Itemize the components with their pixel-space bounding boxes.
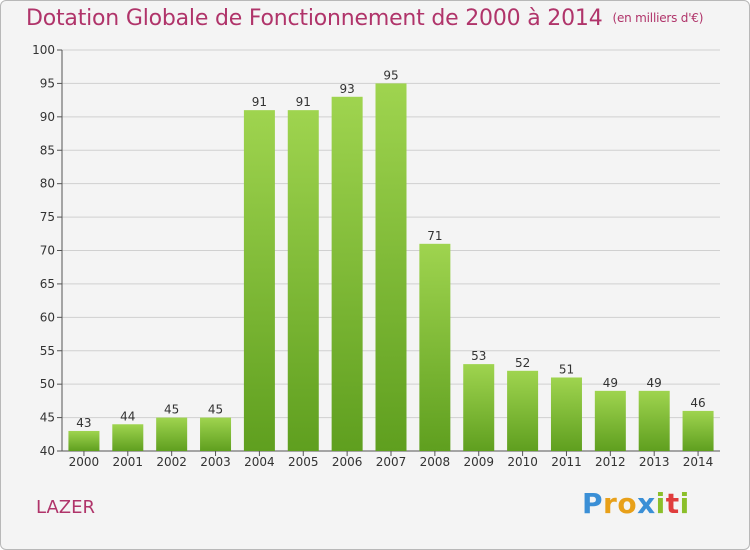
bar: [156, 417, 188, 451]
logo-letter: i: [679, 487, 690, 520]
data-label: 45: [164, 403, 179, 417]
data-label: 46: [690, 396, 705, 410]
bar: [638, 390, 670, 451]
x-tick-label: 2009: [463, 455, 494, 469]
bar: [463, 364, 495, 451]
bar: [682, 410, 714, 451]
bar: [550, 377, 582, 451]
y-tick-label: 65: [40, 277, 55, 291]
y-tick-label: 60: [40, 310, 55, 324]
bar: [507, 370, 539, 451]
bar: [419, 243, 451, 451]
data-label: 44: [120, 409, 135, 423]
data-label: 53: [471, 349, 486, 363]
x-tick-label: 2003: [200, 455, 231, 469]
x-tick-label: 2006: [332, 455, 363, 469]
proxiti-logo: Proxiti: [582, 487, 690, 520]
bar: [594, 390, 626, 451]
x-tick-label: 2004: [244, 455, 275, 469]
data-label: 49: [647, 376, 662, 390]
bar: [375, 83, 407, 452]
x-tick-label: 2008: [420, 455, 451, 469]
y-tick-label: 80: [40, 177, 55, 191]
y-tick-label: 90: [40, 110, 55, 124]
y-tick-label: 45: [40, 411, 55, 425]
y-tick-label: 95: [40, 76, 55, 90]
bar: [68, 430, 100, 451]
logo-letter: o: [617, 487, 638, 520]
bar: [243, 110, 275, 452]
bar: [287, 110, 319, 452]
logo-letter: t: [665, 487, 680, 520]
data-label: 91: [296, 95, 311, 109]
logo-letter: P: [582, 487, 604, 520]
logo-letter: r: [603, 487, 618, 520]
y-tick-label: 50: [40, 377, 55, 391]
chart-title-text: Dotation Globale de Fonctionnement de 20…: [26, 6, 603, 31]
y-tick-label: 40: [40, 444, 55, 458]
x-tick-label: 2011: [551, 455, 582, 469]
data-label: 71: [427, 229, 442, 243]
y-tick-label: 70: [40, 244, 55, 258]
x-tick-label: 2000: [69, 455, 100, 469]
data-labels: 43 44 45 45 91 91 93 95 71 53 52 51 49 49 46: [76, 68, 705, 430]
data-label: 95: [383, 68, 398, 82]
data-label: 51: [559, 362, 574, 376]
chart-title: Dotation Globale de Fonctionnement de 20…: [26, 6, 703, 31]
x-tick-label: 2012: [595, 455, 626, 469]
data-label: 91: [252, 95, 267, 109]
x-tick-label: 2007: [376, 455, 407, 469]
bar: [112, 424, 144, 451]
y-tick-label: 75: [40, 210, 55, 224]
data-label: 52: [515, 356, 530, 370]
x-tick-label: 2001: [113, 455, 144, 469]
commune-name: LAZER: [36, 497, 95, 518]
x-tick-label: 2005: [288, 455, 319, 469]
bar: [200, 417, 232, 451]
data-label: 43: [76, 416, 91, 430]
axes: 40 45 50 55 60 65 70 75 80 85 90 95 100 2000 2001 2002 2…: [32, 43, 720, 469]
logo-letter: x: [637, 487, 656, 520]
y-tick-label: 85: [40, 143, 55, 157]
x-tick-label: 2013: [639, 455, 670, 469]
data-label: 49: [603, 376, 618, 390]
x-tick-label: 2010: [507, 455, 538, 469]
y-tick-label: 55: [40, 344, 55, 358]
chart-unit: (en milliers d'€): [612, 11, 704, 25]
logo-letter: i: [655, 487, 666, 520]
data-label: 45: [208, 403, 223, 417]
y-tick-label: 100: [32, 43, 55, 57]
x-tick-label: 2002: [156, 455, 187, 469]
bar: [331, 96, 363, 452]
x-tick-label: 2014: [683, 455, 714, 469]
data-label: 93: [339, 82, 354, 96]
bars: [68, 83, 714, 452]
